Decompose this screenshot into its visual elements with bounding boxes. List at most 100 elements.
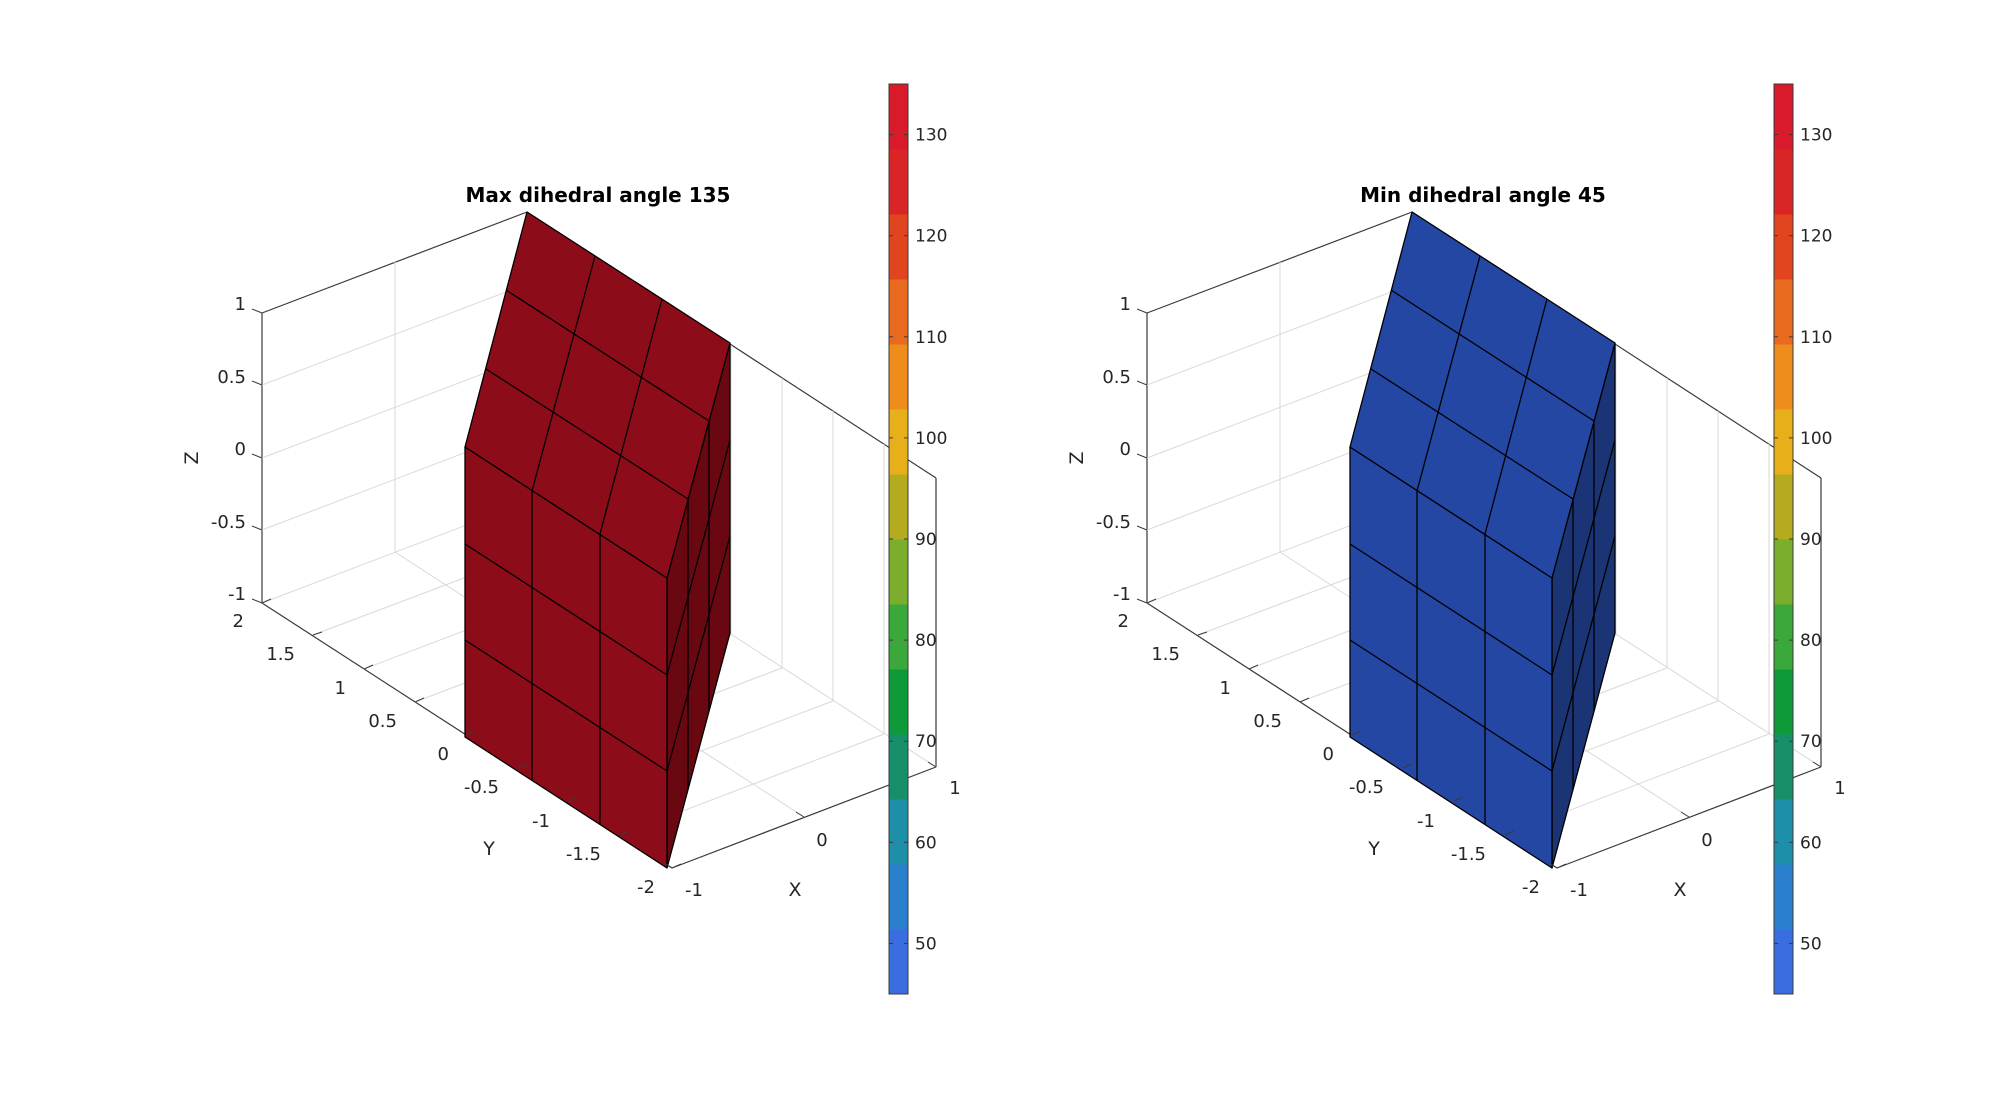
x-tick-label: -1 xyxy=(685,880,703,901)
z-tick-label: 1 xyxy=(1120,294,1131,315)
colorbar-tick-label: 110 xyxy=(1800,328,1832,348)
colorbar-segment xyxy=(889,149,908,215)
chart-panel-left: Max dihedral angle 135 xyxy=(181,83,961,995)
colorbar: 50 60 70 80 90 100 110 120 130 xyxy=(888,83,947,995)
colorbar-tick-label: 60 xyxy=(915,833,937,853)
colorbar-tick-label: 100 xyxy=(915,429,947,449)
colorbar-tick-label: 50 xyxy=(1800,934,1822,954)
z-axis-label: Z xyxy=(1066,451,1088,464)
colorbar-segment xyxy=(889,474,908,540)
z-tick-label: 0.5 xyxy=(1102,367,1131,388)
colorbar-tick-label: 90 xyxy=(915,530,937,550)
colorbar-segment xyxy=(1774,149,1793,215)
z-tick-label: -0.5 xyxy=(1096,512,1131,533)
colorbar-segment xyxy=(889,799,908,865)
colorbar-segment xyxy=(1774,474,1793,540)
y-tick-label: 1.5 xyxy=(266,644,295,665)
x-axis-label: X xyxy=(788,879,801,901)
y-tick-label: 0 xyxy=(438,744,449,765)
colorbar-segment xyxy=(889,604,908,670)
z-tick-label: 0 xyxy=(1120,439,1131,460)
y-tick-label: -1.5 xyxy=(1451,844,1486,865)
colorbar-tick-label: 50 xyxy=(915,934,937,954)
colorbar-segment xyxy=(1774,734,1793,800)
colorbar-tick-label: 90 xyxy=(1800,530,1822,550)
colorbar-tick-label: 70 xyxy=(915,732,937,752)
colorbar-segment xyxy=(889,84,908,150)
colorbar-segment xyxy=(889,214,908,280)
colorbar-segment xyxy=(889,539,908,605)
colorbar-tick-label: 120 xyxy=(1800,227,1832,247)
chart-panel-right: Min dihedral angle 45 xyxy=(1066,83,1846,995)
colorbar-tick-label: 80 xyxy=(915,631,937,651)
colorbar-tick-label: 120 xyxy=(915,227,947,247)
y-tick-label: -0.5 xyxy=(1349,777,1384,798)
x-ticks: -1 0 1 xyxy=(663,761,961,901)
colorbar-segment xyxy=(889,929,908,995)
colorbar-segment xyxy=(889,669,908,735)
chart-title: Min dihedral angle 45 xyxy=(1360,183,1606,207)
colorbar-segment xyxy=(1774,279,1793,345)
y-tick-label: -2 xyxy=(637,877,655,898)
colorbar-segment xyxy=(1774,929,1793,995)
colorbar-segment xyxy=(889,344,908,410)
x-tick-label: 1 xyxy=(949,778,960,799)
y-tick-label: -2 xyxy=(1522,877,1540,898)
z-tick-label: 0.5 xyxy=(217,367,246,388)
colorbar-segment xyxy=(1774,344,1793,410)
y-tick-label: 0.5 xyxy=(1253,711,1282,732)
colorbar-tick-label: 60 xyxy=(1800,833,1822,853)
y-ticks: -2 -1.5 -1 -0.5 0 0.5 1 1.5 2 xyxy=(233,598,682,898)
y-tick-label: 1 xyxy=(335,678,346,699)
x-tick-label: 0 xyxy=(816,830,827,851)
z-tick-label: -1 xyxy=(228,584,246,605)
y-tick-label: 0.5 xyxy=(368,711,397,732)
colorbar: 50 60 70 80 90 100 110 120 130 xyxy=(1773,83,1832,995)
colorbar-segment xyxy=(1774,214,1793,280)
y-tick-label: -1.5 xyxy=(566,844,601,865)
colorbar-segment xyxy=(1774,864,1793,930)
z-tick-label: -1 xyxy=(1113,584,1131,605)
z-ticks: -1 -0.5 0 0.5 1 xyxy=(211,294,263,605)
x-tick-label: 0 xyxy=(1701,830,1712,851)
colorbar-segment xyxy=(1774,409,1793,475)
y-tick-label: 2 xyxy=(233,611,244,632)
y-tick-label: -1 xyxy=(1417,811,1435,832)
colorbar-tick-label: 130 xyxy=(915,126,947,146)
z-tick-label: -0.5 xyxy=(211,512,246,533)
colorbar-segment xyxy=(889,409,908,475)
x-tick-label: 1 xyxy=(1834,778,1845,799)
x-axis-label: X xyxy=(1673,879,1686,901)
y-tick-label: -0.5 xyxy=(464,777,499,798)
colorbar-tick-label: 80 xyxy=(1800,631,1822,651)
colorbar-tick-label: 130 xyxy=(1800,126,1832,146)
colorbar-tick-label: 100 xyxy=(1800,429,1832,449)
colorbar-segment xyxy=(889,734,908,800)
y-tick-label: 1.5 xyxy=(1151,644,1180,665)
y-axis-label: Y xyxy=(1367,838,1380,860)
chart-title: Max dihedral angle 135 xyxy=(466,183,731,207)
y-ticks: -2 -1.5 -1 -0.5 0 0.5 1 1.5 2 xyxy=(1118,598,1567,898)
y-tick-label: 0 xyxy=(1323,744,1334,765)
colorbar-segment xyxy=(1774,539,1793,605)
x-tick-label: -1 xyxy=(1570,880,1588,901)
y-tick-label: -1 xyxy=(532,811,550,832)
x-ticks: -1 0 1 xyxy=(1548,761,1846,901)
colorbar-segment xyxy=(1774,669,1793,735)
surface xyxy=(464,211,731,869)
colorbar-segment xyxy=(889,279,908,345)
z-tick-label: 1 xyxy=(235,294,246,315)
colorbar-segment xyxy=(1774,84,1793,150)
colorbar-segment xyxy=(1774,604,1793,670)
colorbar-tick-label: 70 xyxy=(1800,732,1822,752)
colorbar-tick-label: 110 xyxy=(915,328,947,348)
z-ticks: -1 -0.5 0 0.5 1 xyxy=(1096,294,1148,605)
y-tick-label: 2 xyxy=(1118,611,1129,632)
y-tick-label: 1 xyxy=(1220,678,1231,699)
surface xyxy=(1349,211,1616,869)
y-axis-label: Y xyxy=(482,838,495,860)
colorbar-segment xyxy=(1774,799,1793,865)
z-axis-label: Z xyxy=(181,451,203,464)
z-tick-label: 0 xyxy=(235,439,246,460)
